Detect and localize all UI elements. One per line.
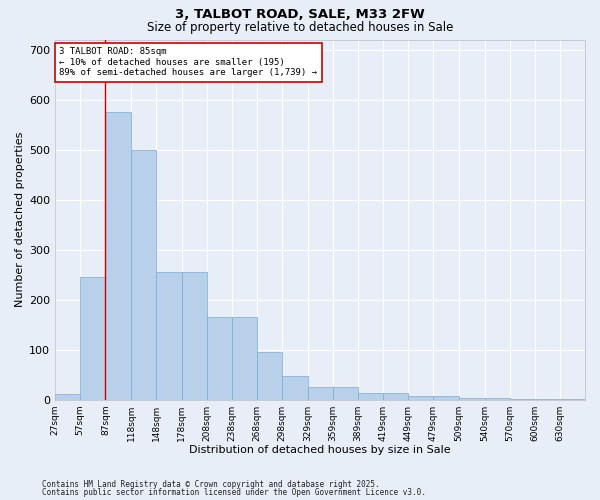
Bar [55,394,80,400]
Bar [509,398,535,400]
Text: Contains public sector information licensed under the Open Government Licence v3: Contains public sector information licen… [42,488,426,497]
Bar [485,398,509,400]
Bar [282,376,308,400]
Bar [433,396,458,400]
Bar [308,387,333,400]
Bar [333,387,358,400]
Bar [409,396,433,400]
Bar [358,392,383,400]
Text: Size of property relative to detached houses in Sale: Size of property relative to detached ho… [147,21,453,34]
Text: Contains HM Land Registry data © Crown copyright and database right 2025.: Contains HM Land Registry data © Crown c… [42,480,380,489]
Bar [206,317,232,400]
Bar [232,317,257,400]
Bar [106,112,131,400]
Text: 3, TALBOT ROAD, SALE, M33 2FW: 3, TALBOT ROAD, SALE, M33 2FW [175,8,425,20]
Bar [257,352,282,400]
Text: 3 TALBOT ROAD: 85sqm
← 10% of detached houses are smaller (195)
89% of semi-deta: 3 TALBOT ROAD: 85sqm ← 10% of detached h… [59,48,317,78]
Bar [182,272,206,400]
Bar [131,150,157,400]
Bar [535,398,560,400]
Bar [458,398,485,400]
Bar [157,272,182,400]
Bar [383,393,409,400]
Y-axis label: Number of detached properties: Number of detached properties [15,132,25,308]
Bar [80,277,106,400]
X-axis label: Distribution of detached houses by size in Sale: Distribution of detached houses by size … [189,445,451,455]
